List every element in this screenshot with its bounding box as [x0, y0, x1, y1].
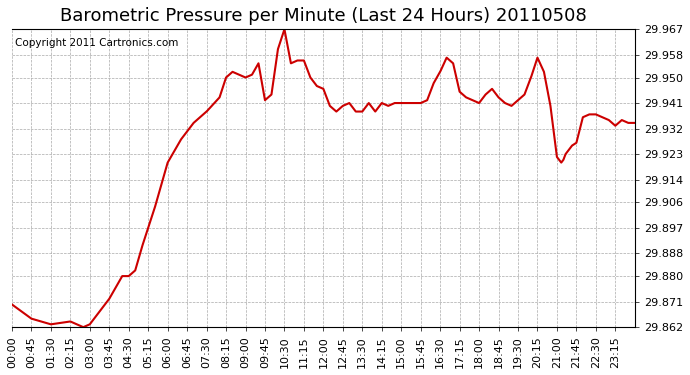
- Title: Barometric Pressure per Minute (Last 24 Hours) 20110508: Barometric Pressure per Minute (Last 24 …: [60, 7, 586, 25]
- Text: Copyright 2011 Cartronics.com: Copyright 2011 Cartronics.com: [15, 38, 179, 48]
